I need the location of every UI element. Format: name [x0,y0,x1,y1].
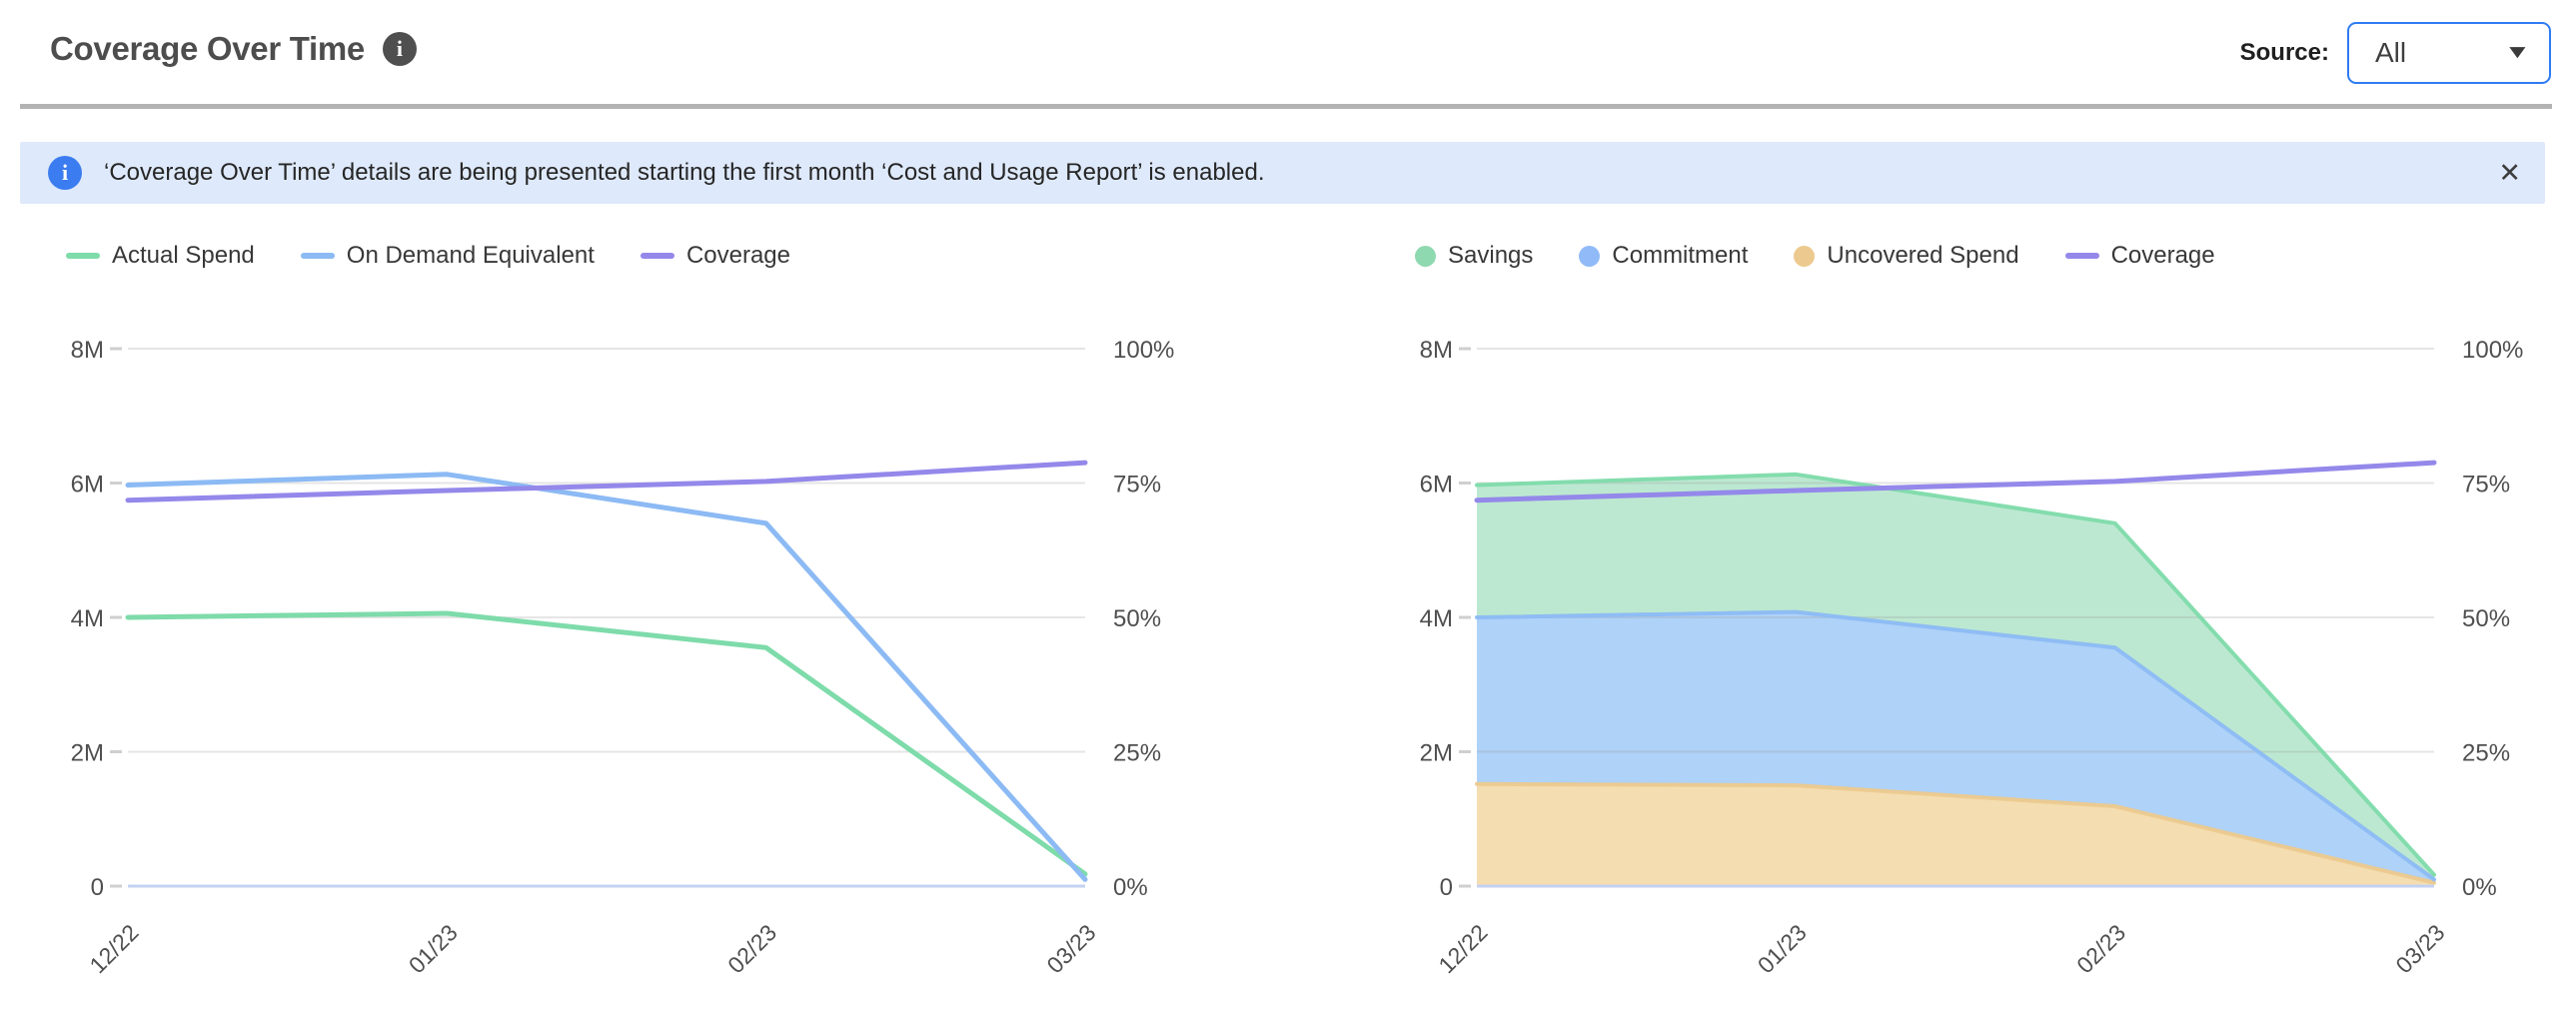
y-axis-label-left: 4M [71,605,104,632]
legend-item-coverage[interactable]: Coverage [2064,242,2215,270]
x-axis-label: 12/22 [1433,919,1492,978]
legend-label: Coverage [2110,242,2215,269]
source-label: Source: [2239,39,2329,66]
legend-line-icon-actual-spend [66,253,100,259]
y-axis-label-right: 25% [2462,740,2510,767]
legend-label: Uncovered Spend [1827,242,2019,269]
x-axis-label: 02/23 [2071,919,2130,978]
source-dropdown[interactable]: All ▼ [2347,22,2551,84]
x-axis-label: 03/23 [2390,919,2449,978]
y-axis-label-left: 6M [71,472,104,499]
y-axis-label-right: 75% [1113,472,1161,499]
series-area-commitment [1477,611,2434,883]
banner-info-icon: i [48,156,82,190]
y-axis-label-left: 8M [1420,337,1453,364]
x-axis-label: 01/23 [1753,919,1812,978]
area-edge-line [1475,472,2436,877]
y-axis-label-right: 50% [1113,605,1161,632]
series-line-coverage [125,460,1088,504]
y-axis-label-right: 0% [2462,874,2497,901]
source-filter: Source: All ▼ [2240,22,2551,84]
y-axis-label-right: 100% [2462,337,2523,364]
banner-close-icon[interactable]: ✕ [2498,157,2521,188]
y-axis-label-left: 4M [1420,605,1453,632]
legend-line-icon-coverage [640,253,674,259]
legend-item-commitment[interactable]: Commitment [1579,242,1748,270]
y-axis-label-left: 0 [1440,874,1453,901]
y-axis-label-right: 100% [1113,337,1174,364]
legend-label: Coverage [685,242,790,269]
legend-label: Savings [1448,242,1534,269]
legend-label: Actual Spend [112,242,255,269]
legend-item-on-demand-equivalent[interactable]: On Demand Equivalent [300,242,595,270]
series-line-on-demand-equivalent [125,472,1088,882]
y-axis-label-right: 75% [2462,472,2510,499]
y-axis-label-right: 0% [1113,874,1148,901]
header-divider [20,104,2552,109]
y-axis-label-left: 6M [1420,472,1453,499]
legend-label: Commitment [1612,242,1749,269]
line-chart[interactable]: 0 2M 4M 6M 8M 0% 25% 50% 75% 100% 12/22 01/23 02/23 0… [40,284,1199,1015]
source-dropdown-value: All [2375,37,2407,68]
y-axis-label-left: 2M [71,740,104,767]
area-edge-line [1475,609,2436,882]
legend-label: On Demand Equivalent [346,242,595,269]
y-axis-label-right: 25% [1113,740,1161,767]
series-line-actual-spend [125,610,1088,877]
series-line-coverage [1474,460,2437,504]
y-axis-label-left: 0 [91,874,104,901]
legend-circle-icon-uncovered-spend [1794,245,1816,267]
x-axis-label: 03/23 [1041,919,1100,978]
banner-text: ‘Coverage Over Time’ details are being p… [104,159,1265,186]
area-edge-line [1475,781,2436,885]
stacked-area-chart[interactable]: 0 2M 4M 6M 8M 0% 25% 50% 75% 100% 12/22 01/23 02/23 0… [1389,284,2548,1015]
chart-legend: Savings Commitment Uncovered Spend Coverage [1389,228,2548,284]
spend-breakdown-chart-panel: Savings Commitment Uncovered Spend Coverage… [1389,228,2548,1015]
legend-circle-icon-savings [1415,245,1436,267]
chevron-down-icon: ▼ [2503,42,2532,63]
y-axis-label-right: 50% [2462,605,2510,632]
y-axis-label-left: 8M [71,337,104,364]
legend-line-icon-on-demand-equivalent [300,253,335,259]
widget-header: Coverage Over Time i Source: All ▼ [0,0,2576,104]
legend-item-savings[interactable]: Savings [1415,242,1533,270]
title-info-icon[interactable]: i [382,32,417,66]
x-axis-label: 12/22 [84,919,143,978]
series-area-savings [1477,474,2434,880]
title-wrap: Coverage Over Time i [50,30,417,68]
info-banner: i ‘Coverage Over Time’ details are being… [20,142,2545,204]
x-axis-label: 01/23 [404,919,463,978]
legend-item-uncovered-spend[interactable]: Uncovered Spend [1794,242,2019,270]
page-title: Coverage Over Time [50,30,365,67]
spend-lines-chart-panel: Actual Spend On Demand Equivalent Coverage… [40,228,1199,1015]
series-area-uncovered-spend [1477,783,2434,886]
legend-circle-icon-commitment [1579,245,1601,267]
legend-line-icon-coverage [2064,253,2099,259]
chart-legend: Actual Spend On Demand Equivalent Coverage [40,228,1199,284]
legend-item-coverage[interactable]: Coverage [640,242,790,270]
y-axis-label-left: 2M [1420,740,1453,767]
legend-item-actual-spend[interactable]: Actual Spend [66,242,255,270]
x-axis-label: 02/23 [722,919,781,978]
